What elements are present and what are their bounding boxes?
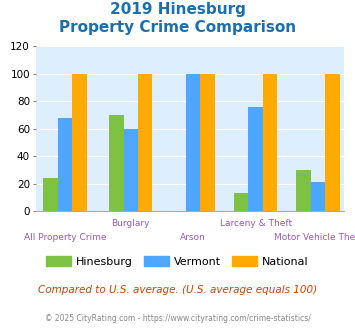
Bar [124, 129, 138, 211]
Bar [311, 182, 325, 211]
Bar [201, 74, 215, 211]
Bar [58, 118, 72, 211]
Text: Larceny & Theft: Larceny & Theft [220, 219, 292, 228]
Bar [186, 74, 201, 211]
Text: Arson: Arson [180, 233, 206, 242]
Text: Property Crime Comparison: Property Crime Comparison [59, 20, 296, 35]
Text: All Property Crime: All Property Crime [24, 233, 106, 242]
Bar [234, 193, 248, 211]
Bar [138, 74, 152, 211]
Bar [109, 115, 124, 211]
Text: Motor Vehicle Theft: Motor Vehicle Theft [274, 233, 355, 242]
Bar [248, 107, 263, 211]
Text: 2019 Hinesburg: 2019 Hinesburg [110, 2, 245, 16]
Text: Burglary: Burglary [111, 219, 150, 228]
Text: Compared to U.S. average. (U.S. average equals 100): Compared to U.S. average. (U.S. average … [38, 285, 317, 295]
Bar [263, 74, 277, 211]
Bar [72, 74, 87, 211]
Bar [43, 178, 58, 211]
Bar [296, 170, 311, 211]
Bar [325, 74, 340, 211]
Text: © 2025 CityRating.com - https://www.cityrating.com/crime-statistics/: © 2025 CityRating.com - https://www.city… [45, 314, 310, 323]
Legend: Hinesburg, Vermont, National: Hinesburg, Vermont, National [42, 251, 313, 271]
